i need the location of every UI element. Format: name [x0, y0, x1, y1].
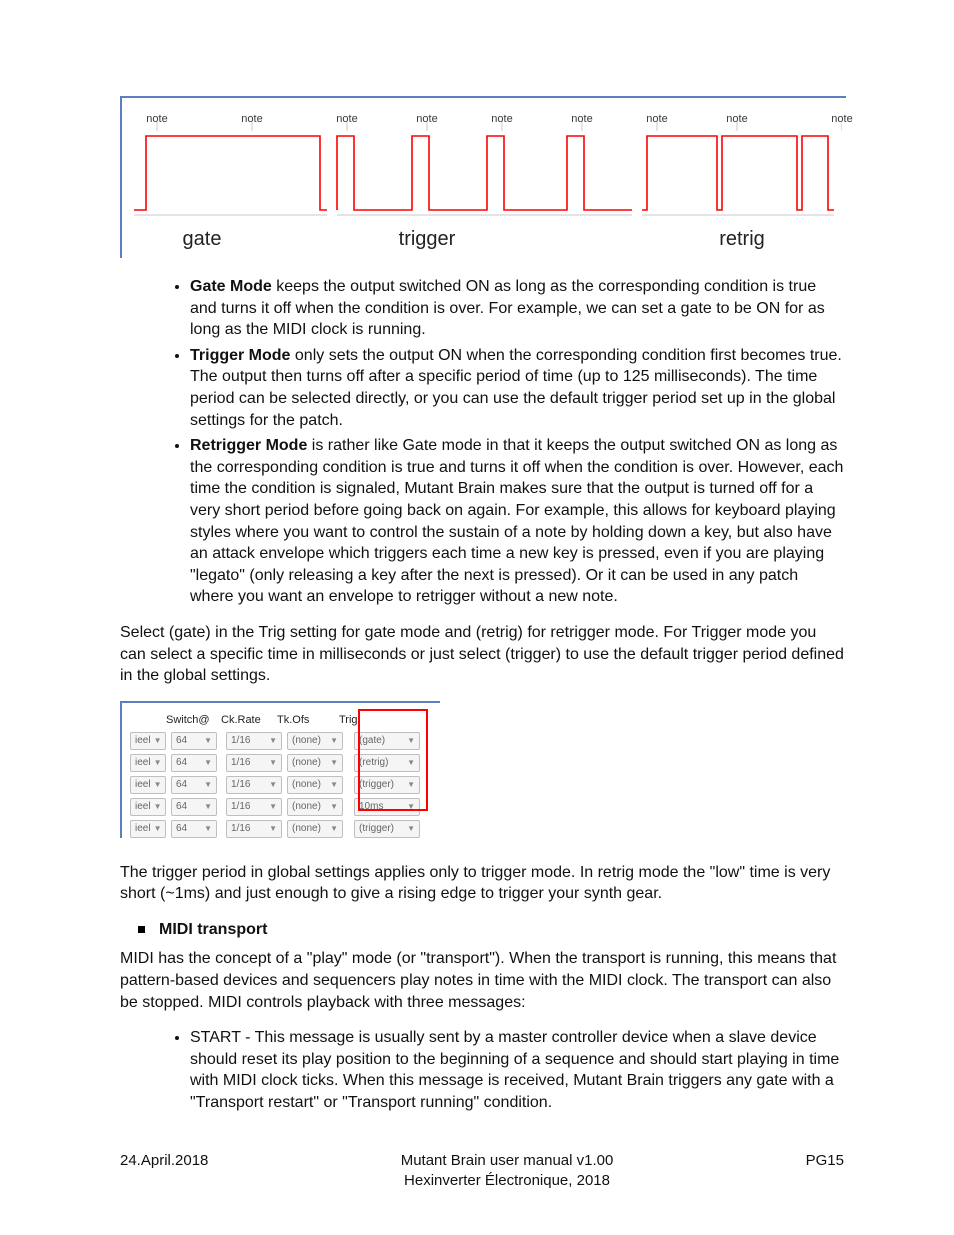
note-label: note — [571, 112, 592, 127]
midi-transport-heading: MIDI transport — [138, 919, 844, 941]
chevron-down-icon: ▼ — [407, 780, 415, 791]
settings-row: ieel▼ 64▼ 1/16▼ (none)▼ 10ms▼ — [130, 798, 440, 816]
trig-select[interactable]: (trigger)▼ — [354, 820, 420, 838]
ckrate-select[interactable]: 1/16▼ — [226, 798, 282, 816]
header-ckrate: Ck.Rate — [221, 713, 277, 728]
square-bullet-icon — [138, 926, 145, 933]
footer-center: Mutant Brain user manual v1.00 Hexinvert… — [401, 1151, 614, 1192]
switch-select[interactable]: 64▼ — [171, 798, 217, 816]
switch-select[interactable]: 64▼ — [171, 820, 217, 838]
ckrate-select[interactable]: 1/16▼ — [226, 754, 282, 772]
leel-select[interactable]: ieel▼ — [130, 776, 166, 794]
gate-mode-term: Gate Mode — [190, 278, 272, 295]
chevron-down-icon: ▼ — [407, 824, 415, 835]
settings-row: ieel▼ 64▼ 1/16▼ (none)▼ (trigger)▼ — [130, 820, 440, 838]
ckrate-select[interactable]: 1/16▼ — [226, 820, 282, 838]
settings-header-row: Switch@ Ck.Rate Tk.Ofs Trig — [130, 713, 440, 728]
chevron-down-icon: ▼ — [154, 736, 162, 747]
note-label: note — [241, 112, 262, 127]
settings-row: ieel▼ 64▼ 1/16▼ (none)▼ (retrig)▼ — [130, 754, 440, 772]
switch-select[interactable]: 64▼ — [171, 732, 217, 750]
start-bullet: START - This message is usually sent by … — [190, 1027, 844, 1113]
footer-org: Hexinverter Électronique, 2018 — [401, 1171, 614, 1191]
tkofs-select[interactable]: (none)▼ — [287, 798, 343, 816]
header-trig: Trig — [339, 713, 405, 728]
settings-row: ieel▼ 64▼ 1/16▼ (none)▼ (trigger)▼ — [130, 776, 440, 794]
header-tkofs: Tk.Ofs — [277, 713, 333, 728]
midi-bullet-list: START - This message is usually sent by … — [120, 1027, 844, 1113]
chevron-down-icon: ▼ — [154, 780, 162, 791]
trig-select[interactable]: (trigger)▼ — [354, 776, 420, 794]
waveform-diagram: notenotenotenotenotenotenotenotenotegate… — [120, 96, 846, 258]
chevron-down-icon: ▼ — [204, 780, 212, 791]
chevron-down-icon: ▼ — [204, 824, 212, 835]
trig-select[interactable]: (retrig)▼ — [354, 754, 420, 772]
header-switch: Switch@ — [166, 713, 212, 728]
chevron-down-icon: ▼ — [330, 736, 338, 747]
leel-select[interactable]: ieel▼ — [130, 820, 166, 838]
trigger-period-paragraph: The trigger period in global settings ap… — [120, 862, 844, 905]
leel-select[interactable]: ieel▼ — [130, 754, 166, 772]
gate-mode-bullet: Gate Mode keeps the output switched ON a… — [190, 276, 844, 341]
chevron-down-icon: ▼ — [407, 802, 415, 813]
mode-label: trigger — [399, 226, 456, 253]
chevron-down-icon: ▼ — [269, 736, 277, 747]
note-label: note — [726, 112, 747, 127]
footer-title: Mutant Brain user manual v1.00 — [401, 1151, 614, 1171]
trig-select[interactable]: 10ms▼ — [354, 798, 420, 816]
footer-page: PG15 — [806, 1151, 844, 1192]
switch-select[interactable]: 64▼ — [171, 754, 217, 772]
retrigger-mode-text: is rather like Gate mode in that it keep… — [190, 437, 843, 605]
note-label: note — [146, 112, 167, 127]
chevron-down-icon: ▼ — [204, 802, 212, 813]
chevron-down-icon: ▼ — [154, 824, 162, 835]
ckrate-select[interactable]: 1/16▼ — [226, 732, 282, 750]
footer-date: 24.April.2018 — [120, 1151, 208, 1192]
chevron-down-icon: ▼ — [330, 780, 338, 791]
chevron-down-icon: ▼ — [330, 802, 338, 813]
settings-row: ieel▼ 64▼ 1/16▼ (none)▼ (gate)▼ — [130, 732, 440, 750]
chevron-down-icon: ▼ — [330, 824, 338, 835]
chevron-down-icon: ▼ — [330, 758, 338, 769]
tkofs-select[interactable]: (none)▼ — [287, 776, 343, 794]
chevron-down-icon: ▼ — [204, 758, 212, 769]
midi-transport-heading-text: MIDI transport — [159, 919, 267, 941]
chevron-down-icon: ▼ — [407, 736, 415, 747]
settings-screenshot: Switch@ Ck.Rate Tk.Ofs Trig ieel▼ 64▼ 1/16… — [120, 701, 440, 838]
page-footer: 24.April.2018 Mutant Brain user manual v… — [120, 1151, 844, 1192]
switch-select[interactable]: 64▼ — [171, 776, 217, 794]
chevron-down-icon: ▼ — [269, 780, 277, 791]
chevron-down-icon: ▼ — [154, 758, 162, 769]
trigger-mode-term: Trigger Mode — [190, 347, 290, 364]
select-paragraph: Select (gate) in the Trig setting for ga… — [120, 622, 844, 687]
leel-select[interactable]: ieel▼ — [130, 732, 166, 750]
chevron-down-icon: ▼ — [269, 802, 277, 813]
mode-label: retrig — [719, 226, 765, 253]
note-label: note — [646, 112, 667, 127]
leel-select[interactable]: ieel▼ — [130, 798, 166, 816]
ckrate-select[interactable]: 1/16▼ — [226, 776, 282, 794]
page: note note note note note note note note note gate… — [0, 0, 954, 1235]
chevron-down-icon: ▼ — [204, 736, 212, 747]
note-label: note — [491, 112, 512, 127]
retrigger-mode-bullet: Retrigger Mode is rather like Gate mode … — [190, 435, 844, 608]
note-label: note — [336, 112, 357, 127]
tkofs-select[interactable]: (none)▼ — [287, 732, 343, 750]
tkofs-select[interactable]: (none)▼ — [287, 754, 343, 772]
trig-select[interactable]: (gate)▼ — [354, 732, 420, 750]
midi-paragraph: MIDI has the concept of a "play" mode (o… — [120, 948, 844, 1013]
chevron-down-icon: ▼ — [269, 824, 277, 835]
note-label: note — [416, 112, 437, 127]
chevron-down-icon: ▼ — [407, 758, 415, 769]
mode-label: gate — [183, 226, 222, 253]
chevron-down-icon: ▼ — [269, 758, 277, 769]
retrigger-mode-term: Retrigger Mode — [190, 437, 307, 454]
tkofs-select[interactable]: (none)▼ — [287, 820, 343, 838]
trigger-mode-bullet: Trigger Mode only sets the output ON whe… — [190, 345, 844, 431]
mode-bullet-list: Gate Mode keeps the output switched ON a… — [120, 276, 844, 608]
gate-mode-text: keeps the output switched ON as long as … — [190, 278, 825, 338]
chevron-down-icon: ▼ — [154, 802, 162, 813]
note-label: note — [831, 112, 852, 127]
